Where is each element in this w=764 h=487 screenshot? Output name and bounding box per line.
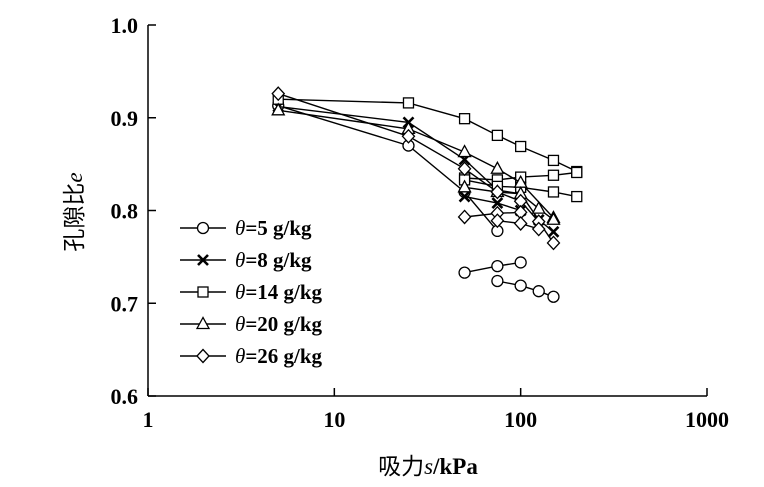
x-marker — [491, 197, 504, 209]
square-marker — [402, 97, 415, 109]
y-tick-label: 0.6 — [111, 384, 139, 409]
square-marker — [458, 113, 471, 125]
y-tick-label: 1.0 — [111, 13, 139, 38]
triangle-marker — [271, 102, 286, 116]
x-tick-label: 100 — [504, 407, 537, 432]
legend-label: θ=5 g/kg — [235, 216, 312, 240]
triangle-marker — [195, 316, 211, 330]
x-marker — [547, 225, 560, 238]
diamond-marker — [546, 235, 561, 251]
square-marker — [547, 154, 560, 167]
x-axis-title: 吸力s/kPa — [378, 454, 478, 479]
triangle-marker — [457, 144, 472, 158]
series-line — [497, 280, 554, 298]
legend-label: θ=26 g/kg — [235, 344, 323, 368]
y-axis-title: 孔隙比e — [62, 172, 87, 251]
circle-marker — [491, 259, 504, 273]
legend-item-2: θ=8 g/kg — [180, 248, 312, 272]
x-marker — [197, 254, 209, 266]
circle-marker — [458, 266, 471, 279]
diamond-marker — [490, 184, 505, 200]
circle-marker — [196, 221, 210, 235]
circle-marker — [491, 274, 504, 288]
diamond-marker — [271, 86, 286, 102]
square-marker — [547, 186, 560, 198]
circle-marker — [514, 256, 527, 269]
diamond-marker — [490, 213, 505, 229]
series-2 — [272, 100, 560, 238]
x-marker — [458, 190, 471, 203]
x-tick-label: 1 — [143, 407, 154, 432]
square-marker — [571, 166, 583, 179]
legend-theta: θ — [235, 344, 245, 368]
legend-label: θ=8 g/kg — [235, 248, 312, 272]
triangle-marker — [531, 200, 546, 214]
square-marker — [571, 190, 583, 203]
circle-marker — [532, 285, 545, 298]
legend: θ=5 g/kgθ=8 g/kgθ=14 g/kgθ=20 g/kgθ=26 g… — [180, 216, 323, 368]
legend-item-1: θ=5 g/kg — [180, 216, 312, 240]
diamond-marker — [513, 216, 528, 231]
series-line — [277, 105, 498, 232]
legend-item-5: θ=26 g/kg — [180, 344, 323, 368]
series-layer — [271, 86, 583, 303]
legend-value: =5 g/kg — [245, 216, 312, 240]
diamond-marker — [531, 221, 546, 237]
legend-label: θ=14 g/kg — [235, 280, 323, 304]
y-tick-label: 0.8 — [111, 199, 139, 224]
legend-value: =8 g/kg — [245, 248, 312, 272]
square-marker — [491, 129, 504, 142]
triangle-marker — [457, 179, 472, 193]
x-tick-label: 10 — [323, 407, 345, 432]
circle-marker — [547, 290, 560, 303]
legend-value: =20 g/kg — [245, 312, 322, 336]
triangle-marker — [490, 160, 505, 174]
diamond-marker — [457, 209, 472, 225]
series-line — [278, 109, 555, 219]
diamond-marker — [196, 348, 210, 364]
legend-theta: θ — [235, 216, 245, 240]
legend-theta: θ — [235, 248, 245, 272]
square-marker — [515, 140, 527, 153]
legend-item-4: θ=20 g/kg — [180, 312, 323, 336]
legend-item-3: θ=14 g/kg — [180, 280, 323, 304]
diamond-marker — [457, 161, 472, 177]
y-tick-label: 0.7 — [111, 291, 139, 316]
legend-value: =14 g/kg — [245, 280, 322, 304]
square-marker — [197, 286, 209, 298]
diamond-marker — [401, 128, 416, 144]
y-tick-label: 0.9 — [111, 106, 139, 131]
x-tick-label: 1000 — [685, 407, 729, 432]
legend-value: =26 g/kg — [245, 344, 322, 368]
legend-theta: θ — [235, 280, 245, 304]
legend-label: θ=20 g/kg — [235, 312, 323, 336]
triangle-marker — [546, 211, 561, 225]
circle-marker — [514, 279, 527, 292]
square-marker — [547, 169, 560, 181]
series-5 — [271, 86, 561, 251]
legend-theta: θ — [235, 312, 245, 336]
axes: 1 10 100 1000 0.6 0.7 0.8 0.9 1.0 — [111, 13, 730, 432]
